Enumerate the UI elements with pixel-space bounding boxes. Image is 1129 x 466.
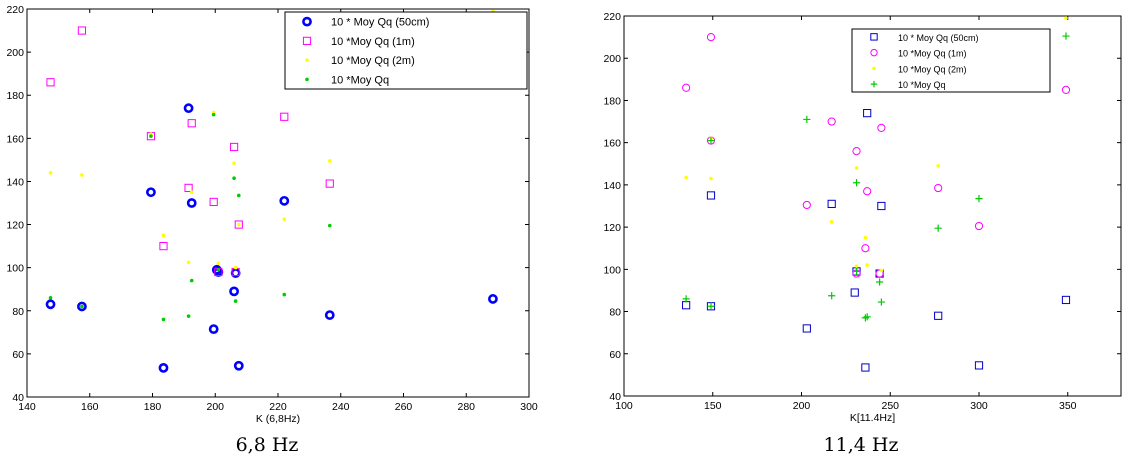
y-tick-label: 120 bbox=[6, 220, 24, 232]
data-point bbox=[187, 314, 191, 318]
y-tick-label: 40 bbox=[12, 392, 24, 404]
data-point bbox=[162, 234, 166, 238]
data-point bbox=[149, 134, 153, 138]
data-point bbox=[282, 293, 286, 297]
data-point bbox=[709, 177, 713, 181]
y-tick-label: 100 bbox=[6, 263, 24, 275]
x-tick-label: 280 bbox=[457, 401, 475, 413]
data-point bbox=[190, 190, 194, 194]
data-point bbox=[49, 296, 53, 300]
data-point bbox=[865, 263, 869, 267]
legend-label: 10 *Moy Qq (2m) bbox=[898, 64, 967, 74]
x-tick-label: 180 bbox=[144, 401, 162, 413]
y-tick-label: 160 bbox=[603, 138, 621, 150]
data-point bbox=[80, 305, 84, 309]
data-point bbox=[328, 159, 332, 163]
y-tick-label: 140 bbox=[6, 176, 24, 188]
data-point bbox=[237, 194, 241, 198]
legend-label: 10 *Moy Qq bbox=[898, 80, 946, 90]
data-point bbox=[855, 166, 859, 170]
data-point bbox=[234, 266, 238, 270]
x-tick-label: 220 bbox=[269, 401, 287, 413]
y-tick-label: 220 bbox=[603, 11, 621, 23]
data-point bbox=[49, 171, 53, 175]
data-point bbox=[855, 264, 859, 268]
legend-label: 10 *Moy Qq bbox=[331, 74, 389, 86]
data-point bbox=[880, 269, 884, 273]
legend: 10 * Moy Qq (50cm) 10 *Moy Qq (1m) 10 *Moy… bbox=[852, 29, 1050, 92]
chart-1-caption: 6,8 Hz bbox=[117, 434, 417, 456]
chart-1: 140 160 180 200 220 240 260 280 300 40 60 80 100 120 1… bbox=[6, 4, 537, 425]
y-tick-label: 40 bbox=[609, 391, 621, 403]
data-point bbox=[217, 262, 221, 266]
data-point bbox=[234, 299, 238, 303]
legend-label: 10 *Moy Qq (1m) bbox=[331, 36, 415, 48]
x-tick-label: 160 bbox=[81, 401, 99, 413]
data-point bbox=[80, 173, 84, 177]
data-point bbox=[190, 279, 194, 283]
data-point bbox=[232, 176, 236, 180]
legend-marker bbox=[305, 78, 309, 82]
x-axis-label: K[11.4Hz] bbox=[850, 412, 895, 424]
data-point bbox=[162, 318, 166, 322]
data-point bbox=[282, 217, 286, 221]
y-tick-label: 80 bbox=[609, 307, 621, 319]
legend-label: 10 *Moy Qq (1m) bbox=[898, 49, 967, 59]
data-point bbox=[187, 260, 191, 264]
y-tick-label: 80 bbox=[12, 306, 24, 318]
legend-marker bbox=[872, 67, 876, 71]
x-tick-label: 300 bbox=[520, 401, 538, 413]
y-tick-label: 180 bbox=[603, 95, 621, 107]
data-point bbox=[936, 164, 940, 168]
x-tick-label: 200 bbox=[793, 400, 811, 412]
data-point bbox=[684, 176, 688, 180]
legend-label: 10 * Moy Qq (50cm) bbox=[898, 33, 979, 43]
y-tick-label: 160 bbox=[6, 133, 24, 145]
x-tick-label: 350 bbox=[1059, 400, 1077, 412]
legend-label: 10 *Moy Qq (2m) bbox=[331, 55, 415, 67]
data-point bbox=[1064, 16, 1068, 20]
data-point bbox=[232, 161, 236, 165]
x-tick-label: 150 bbox=[704, 400, 722, 412]
y-tick-label: 60 bbox=[12, 349, 24, 361]
data-point bbox=[830, 220, 834, 224]
x-tick-label: 250 bbox=[881, 400, 899, 412]
x-tick-label: 260 bbox=[395, 401, 413, 413]
y-tick-label: 180 bbox=[6, 90, 24, 102]
legend-label: 10 * Moy Qq (50cm) bbox=[331, 17, 429, 29]
data-point bbox=[217, 268, 221, 272]
y-tick-label: 140 bbox=[603, 180, 621, 192]
y-tick-label: 200 bbox=[603, 53, 621, 65]
chart-2: 100 150 200 250 300 3504060801001201401601802… bbox=[603, 11, 1121, 424]
legend-marker bbox=[305, 58, 309, 62]
y-tick-label: 200 bbox=[6, 47, 24, 59]
y-tick-label: 100 bbox=[603, 264, 621, 276]
y-tick-label: 220 bbox=[6, 4, 24, 16]
legend: 10 * Moy Qq (50cm) 10 *Moy Qq (1m) 10 *Moy… bbox=[285, 12, 527, 89]
data-point bbox=[328, 224, 332, 228]
data-point bbox=[237, 223, 241, 227]
x-tick-label: 200 bbox=[206, 401, 224, 413]
x-tick-label: 300 bbox=[970, 400, 988, 412]
data-point bbox=[864, 236, 868, 240]
chart-2-caption: 11,4 Hz bbox=[711, 434, 1011, 456]
x-axis-label: K (6,8Hz) bbox=[256, 413, 300, 425]
x-tick-label: 240 bbox=[332, 401, 350, 413]
y-tick-label: 60 bbox=[609, 349, 621, 361]
data-point bbox=[212, 113, 216, 117]
y-tick-label: 120 bbox=[603, 222, 621, 234]
